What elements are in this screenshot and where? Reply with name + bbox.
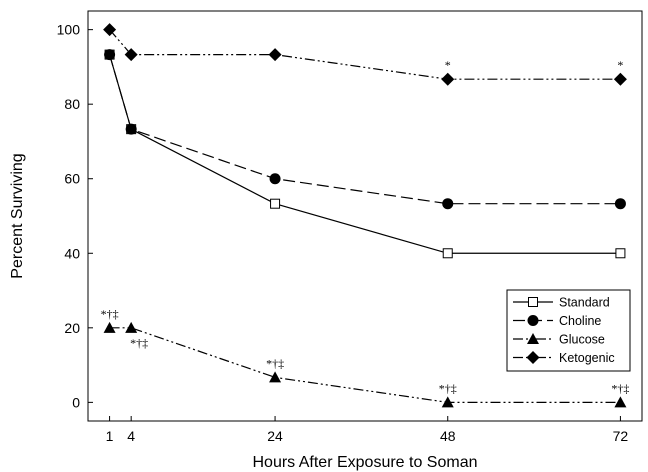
glucose-point <box>103 321 116 333</box>
series-choline <box>104 49 626 210</box>
x-tick-label: 1 <box>106 428 114 444</box>
y-tick-label: 0 <box>72 394 80 410</box>
significance-annotation: * <box>617 58 623 72</box>
legend-marker-ketogenic <box>526 351 540 364</box>
y-tick-label: 100 <box>57 22 81 38</box>
x-tick-label: 72 <box>613 428 629 444</box>
legend-marker-standard <box>528 297 538 307</box>
ketogenic-point <box>441 72 455 86</box>
choline-point <box>442 198 454 210</box>
legend-item-glucose: Glucose <box>513 333 605 347</box>
plot-frame <box>87 10 643 422</box>
series-standard <box>104 49 626 259</box>
significance-annotation: *†‡ <box>439 381 457 395</box>
standard-point <box>442 248 453 259</box>
legend-label-choline: Choline <box>559 314 601 328</box>
glucose-point <box>269 371 282 383</box>
legend-marker-glucose <box>527 333 539 344</box>
choline-line <box>109 54 621 205</box>
legend-item-standard: Standard <box>513 296 610 310</box>
standard-point <box>270 198 281 209</box>
y-tick-label: 40 <box>64 245 80 261</box>
significance-annotation: * <box>445 58 451 72</box>
glucose-point <box>614 396 627 408</box>
significance-annotation: *†‡ <box>130 336 148 350</box>
glucose-line <box>109 327 621 403</box>
ketogenic-point <box>268 48 282 62</box>
y-tick-label: 60 <box>64 171 80 187</box>
y-tick-label: 20 <box>64 320 80 336</box>
x-tick-label: 24 <box>267 428 283 444</box>
x-tick-label: 4 <box>127 428 135 444</box>
ketogenic-line <box>109 29 621 80</box>
glucose-point <box>441 396 454 408</box>
standard-line <box>109 54 621 254</box>
legend: Standard Choline Glucose Ketogenic <box>506 289 631 372</box>
legend-label-ketogenic: Ketogenic <box>559 351 615 365</box>
legend-label-standard: Standard <box>559 296 610 310</box>
x-tick-label: 48 <box>440 428 456 444</box>
significance-annotation: *†‡ <box>101 307 119 321</box>
ketogenic-point <box>103 23 117 37</box>
ketogenic-point <box>613 72 627 86</box>
series-ketogenic <box>103 23 627 86</box>
choline-point <box>104 49 116 61</box>
choline-point <box>269 173 281 185</box>
x-axis-title: Hours After Exposure to Soman <box>253 454 478 471</box>
legend-marker-choline <box>527 315 539 326</box>
legend-item-choline: Choline <box>513 314 601 328</box>
glucose-point <box>125 321 138 333</box>
y-tick-label: 80 <box>64 96 80 112</box>
choline-point <box>614 198 626 210</box>
significance-annotation: *†‡ <box>266 356 284 370</box>
series-glucose <box>103 321 627 408</box>
legend-label-glucose: Glucose <box>559 333 605 347</box>
y-axis-title: Percent Surviving <box>9 153 26 278</box>
significance-annotation: *†‡ <box>611 381 629 395</box>
choline-point <box>125 123 137 135</box>
ketogenic-point <box>124 48 138 62</box>
standard-point <box>615 248 626 259</box>
legend-item-ketogenic: Ketogenic <box>513 351 615 365</box>
